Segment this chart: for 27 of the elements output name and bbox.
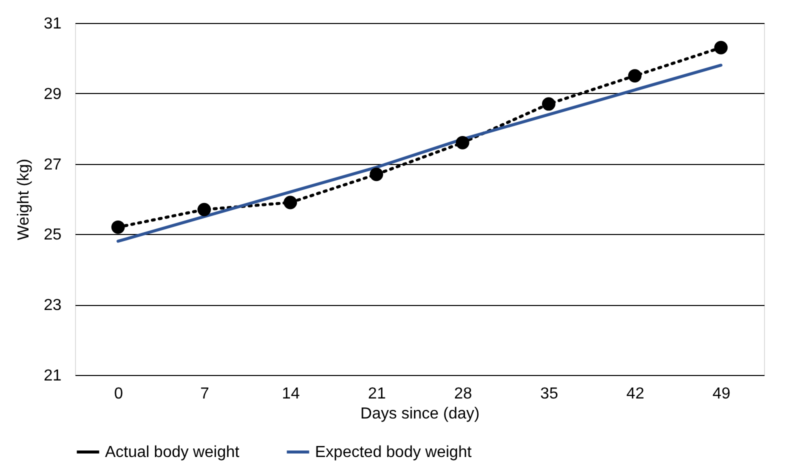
y-tick-label: 29 (44, 86, 62, 103)
point (111, 220, 125, 234)
point (370, 168, 384, 182)
x-tick-label: 0 (114, 386, 124, 402)
point (284, 196, 298, 210)
point (628, 69, 642, 82)
y-tick-label: 31 (44, 16, 62, 32)
y-tick-label: 27 (44, 156, 62, 174)
y-tick-label: 23 (44, 297, 62, 314)
x-axis-title: Days since (day) (360, 406, 480, 422)
y-axis-title: Weight (kg) (16, 158, 33, 240)
point (197, 202, 211, 216)
y-tick-label: 25 (44, 226, 62, 244)
line-series (116, 64, 722, 243)
point (714, 40, 728, 54)
x-tick-label: 14 (282, 386, 300, 402)
x-tick-label: 42 (626, 386, 644, 402)
legend-label: Expected body weight (315, 444, 472, 461)
x-tick-label: 21 (368, 386, 386, 402)
point (456, 136, 470, 150)
legend-label: Actual body weight (105, 444, 240, 461)
x-tick-label: 35 (540, 386, 558, 402)
x-tick-label: 7 (200, 386, 210, 402)
point (542, 97, 556, 111)
x-tick-label: 49 (712, 386, 730, 402)
y-tick-label: 21 (44, 368, 62, 384)
x-tick-label: 28 (454, 386, 472, 402)
